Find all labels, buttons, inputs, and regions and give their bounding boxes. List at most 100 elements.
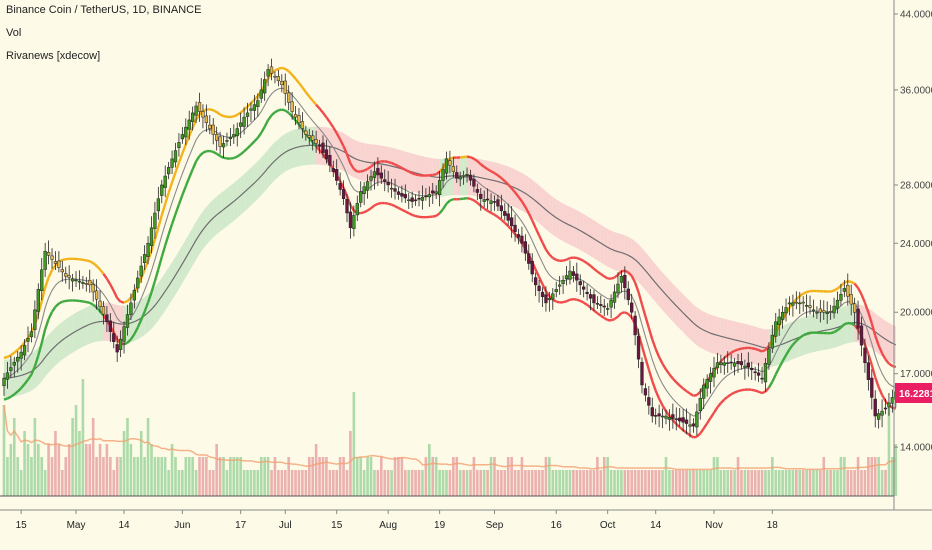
upper-band-segment bbox=[219, 113, 225, 118]
candle-body bbox=[208, 124, 212, 129]
candle-body bbox=[197, 102, 202, 112]
volume-bar bbox=[259, 457, 263, 496]
candle-body bbox=[19, 351, 23, 359]
candle-body bbox=[619, 275, 624, 283]
candle-body bbox=[304, 130, 308, 135]
candle-body bbox=[804, 304, 809, 307]
lower-band-segment bbox=[449, 198, 454, 202]
lower-band-segment bbox=[360, 211, 365, 215]
upper-band-segment bbox=[318, 107, 324, 114]
last-price-label: 16.2281 bbox=[895, 383, 932, 403]
volume-bar bbox=[832, 470, 836, 496]
candle-body bbox=[389, 187, 394, 190]
upper-band-segment bbox=[342, 145, 349, 155]
lower-band-segment bbox=[840, 323, 846, 329]
lower-band-segment bbox=[95, 306, 101, 313]
candle-body bbox=[784, 307, 788, 314]
candle-body bbox=[763, 363, 768, 383]
volume-bar bbox=[400, 457, 404, 496]
lower-band-segment bbox=[576, 298, 581, 302]
candle-body bbox=[832, 305, 836, 314]
candle-body bbox=[122, 326, 126, 342]
lower-band-segment bbox=[863, 343, 870, 355]
candle-body bbox=[173, 150, 178, 163]
volume-bar bbox=[544, 457, 548, 496]
upper-band-segment bbox=[507, 183, 513, 190]
volume-bar bbox=[671, 470, 675, 496]
volume-bar bbox=[47, 444, 50, 496]
candle-body bbox=[732, 362, 737, 367]
volume-bar bbox=[311, 457, 314, 496]
volume-bar bbox=[894, 444, 898, 496]
x-tick-label: May bbox=[67, 520, 86, 531]
candle-body bbox=[825, 311, 829, 314]
volume-bar bbox=[795, 470, 798, 496]
upper-band-segment bbox=[637, 291, 644, 305]
lower-band-segment bbox=[589, 306, 595, 312]
lower-band-segment bbox=[497, 216, 503, 221]
volume-bar bbox=[424, 457, 428, 496]
candle-body bbox=[269, 66, 274, 74]
candle-body bbox=[146, 243, 150, 257]
candle-body bbox=[355, 203, 359, 216]
lower-band-segment bbox=[702, 422, 709, 430]
volume-bar bbox=[160, 457, 164, 496]
candle-body bbox=[228, 137, 233, 140]
lower-band-segment bbox=[30, 365, 36, 376]
upper-band-segment bbox=[466, 155, 471, 159]
lower-band-segment bbox=[243, 147, 249, 153]
candle-body bbox=[139, 265, 143, 277]
candle-body bbox=[780, 311, 785, 320]
lower-band-segment bbox=[366, 207, 372, 212]
candle-body bbox=[170, 158, 174, 168]
lower-band-segment bbox=[287, 112, 293, 118]
upper-band-segment bbox=[250, 98, 256, 105]
lower-band-segment bbox=[774, 367, 781, 375]
lower-band-segment bbox=[79, 299, 84, 303]
candle-body bbox=[379, 172, 383, 179]
lower-band-segment bbox=[654, 390, 661, 400]
volume-bars bbox=[2, 379, 898, 496]
candle-body bbox=[338, 183, 342, 190]
volume-bar bbox=[719, 470, 723, 496]
upper-band-segment bbox=[888, 362, 894, 367]
volume-bar bbox=[273, 457, 277, 496]
lower-band-segment bbox=[445, 199, 451, 205]
volume-bar bbox=[520, 457, 524, 496]
upper-band-segment bbox=[239, 108, 245, 114]
candle-body bbox=[225, 140, 229, 142]
lower-band-segment bbox=[713, 406, 719, 414]
candle-body bbox=[719, 362, 723, 365]
candle-body bbox=[242, 116, 246, 127]
upper-band-segment bbox=[153, 227, 160, 240]
volume-bar bbox=[294, 470, 297, 496]
volume-bar bbox=[472, 457, 476, 496]
volume-bar bbox=[448, 470, 452, 496]
upper-band-segment bbox=[349, 162, 355, 170]
upper-band-segment bbox=[555, 258, 560, 262]
candle-body bbox=[472, 178, 476, 187]
lower-band-segment bbox=[281, 108, 286, 112]
upper-band-segment bbox=[751, 346, 756, 351]
candle-body bbox=[602, 305, 606, 308]
y-tick-label: 24.0000 bbox=[900, 239, 932, 250]
candle-body bbox=[537, 285, 541, 292]
upper-band-segment bbox=[298, 82, 304, 89]
volume-bar bbox=[530, 470, 534, 496]
candle-body bbox=[520, 235, 524, 244]
upper-band-segment bbox=[668, 373, 674, 380]
lower-band-segment bbox=[487, 209, 492, 214]
lower-band-segment bbox=[850, 322, 856, 327]
volume-bar bbox=[215, 444, 218, 496]
lower-band-segment bbox=[727, 393, 732, 398]
volume-bar bbox=[19, 470, 23, 496]
candle-body bbox=[612, 291, 617, 303]
upper-band-segment bbox=[160, 203, 167, 216]
volume-bar bbox=[503, 470, 507, 496]
volume-bar bbox=[527, 470, 531, 496]
lower-band-segment bbox=[665, 410, 671, 417]
candle-body bbox=[743, 365, 747, 368]
candle-body bbox=[492, 201, 497, 203]
upper-band-segment bbox=[685, 390, 691, 395]
